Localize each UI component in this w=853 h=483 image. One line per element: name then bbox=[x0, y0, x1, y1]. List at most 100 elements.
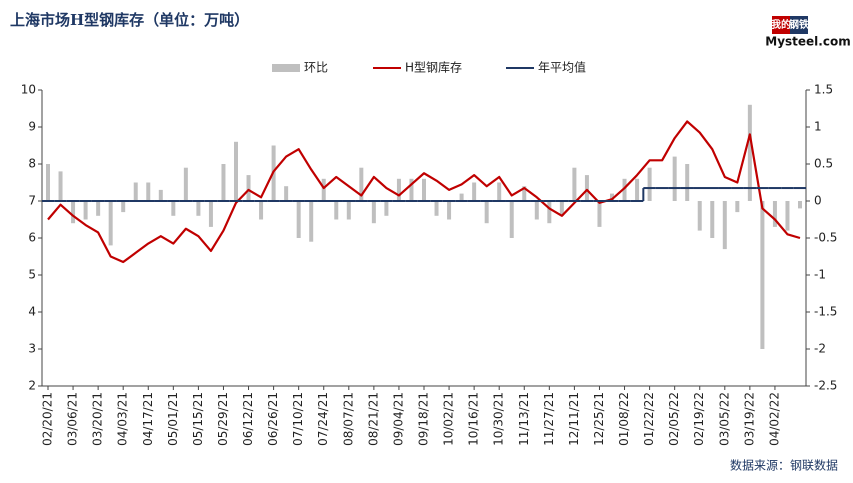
bar bbox=[447, 201, 452, 220]
y-tick-label: 7 bbox=[28, 194, 36, 208]
x-tick-label: 02/05/22 bbox=[667, 392, 681, 446]
y-tick-label: 2 bbox=[28, 379, 36, 393]
bar bbox=[522, 186, 527, 201]
logo-box bbox=[772, 16, 790, 34]
bar bbox=[384, 201, 389, 216]
x-tick-label: 08/07/21 bbox=[341, 392, 355, 446]
bar bbox=[559, 201, 564, 216]
x-tick-label: 04/02/22 bbox=[767, 392, 781, 446]
bar bbox=[497, 182, 502, 201]
bar bbox=[747, 104, 752, 201]
bar bbox=[798, 201, 802, 209]
source-note: 数据来源：钢联数据 bbox=[730, 458, 838, 473]
bar bbox=[422, 178, 426, 201]
y2-tick-label: -2 bbox=[814, 342, 826, 356]
x-tick-label: 10/30/21 bbox=[492, 392, 506, 446]
bar bbox=[484, 201, 489, 224]
bar bbox=[321, 178, 326, 201]
bar bbox=[409, 178, 414, 201]
bar bbox=[196, 201, 201, 216]
bar bbox=[610, 193, 614, 201]
chart-title: 上海市场H型钢库存（单位：万吨） bbox=[10, 11, 249, 29]
bar bbox=[697, 201, 702, 231]
y2-tick-label: -0.5 bbox=[814, 231, 837, 245]
legend-label: 环比 bbox=[304, 61, 328, 75]
bar bbox=[472, 182, 477, 201]
bar bbox=[108, 201, 113, 246]
x-tick-label: 09/04/21 bbox=[391, 392, 405, 446]
x-tick-label: 05/15/21 bbox=[191, 392, 205, 446]
bar bbox=[208, 201, 213, 227]
y-tick-label: 5 bbox=[28, 268, 36, 282]
bar bbox=[547, 201, 552, 224]
y2-tick-label: -2.5 bbox=[814, 379, 837, 393]
x-tick-label: 11/27/21 bbox=[542, 392, 556, 446]
x-tick-label: 08/21/21 bbox=[366, 392, 380, 446]
y2-tick-label: 0.5 bbox=[814, 157, 833, 171]
bar bbox=[46, 164, 50, 201]
y2-tick-label: -1.5 bbox=[814, 305, 837, 319]
x-tick-label: 10/02/21 bbox=[442, 392, 456, 446]
bar bbox=[597, 201, 602, 227]
legend-swatch bbox=[272, 64, 300, 72]
bar bbox=[785, 201, 790, 231]
x-tick-label: 12/11/21 bbox=[567, 392, 581, 446]
y2-tick-label: 1.5 bbox=[814, 83, 833, 97]
y2-tick-label: 1 bbox=[814, 120, 822, 134]
bar bbox=[371, 201, 376, 224]
y-tick-label: 8 bbox=[28, 157, 36, 171]
y2-tick-label: 0 bbox=[814, 194, 822, 208]
x-tick-label: 05/01/21 bbox=[166, 392, 180, 446]
bar bbox=[685, 164, 690, 201]
x-tick-label: 09/18/21 bbox=[417, 392, 431, 446]
y2-tick-label: -1 bbox=[814, 268, 826, 282]
x-tick-label: 01/22/22 bbox=[642, 392, 656, 446]
bar bbox=[509, 201, 514, 238]
bar bbox=[284, 186, 289, 201]
bar bbox=[234, 141, 238, 201]
bar bbox=[635, 178, 640, 201]
bar bbox=[647, 167, 652, 201]
x-tick-label: 03/20/21 bbox=[91, 392, 105, 446]
bar bbox=[246, 175, 251, 201]
bar bbox=[459, 193, 464, 201]
logo-text: 钢铁 bbox=[789, 18, 809, 31]
bar bbox=[359, 167, 364, 201]
logo-text: 我的 bbox=[771, 18, 791, 31]
x-tick-label: 06/12/21 bbox=[241, 392, 255, 446]
bar bbox=[171, 201, 176, 216]
bar bbox=[259, 201, 264, 220]
bar bbox=[572, 167, 577, 201]
x-tick-label: 06/26/21 bbox=[266, 392, 280, 446]
bar bbox=[584, 175, 589, 201]
x-tick-label: 11/13/21 bbox=[517, 392, 531, 446]
bar bbox=[672, 156, 677, 201]
x-tick-label: 07/10/21 bbox=[291, 392, 305, 446]
bar bbox=[760, 201, 765, 349]
x-tick-label: 01/08/22 bbox=[617, 392, 631, 446]
bar bbox=[96, 201, 101, 216]
x-tick-label: 07/24/21 bbox=[316, 392, 330, 446]
bar bbox=[158, 189, 163, 201]
bar bbox=[622, 178, 627, 201]
legend-label: 年平均值 bbox=[538, 60, 586, 75]
bar bbox=[183, 167, 188, 201]
bar bbox=[296, 201, 301, 238]
bar bbox=[58, 171, 63, 201]
y-tick-label: 10 bbox=[21, 83, 36, 97]
bar bbox=[735, 201, 740, 213]
logo-text: Mysteel.com bbox=[765, 35, 850, 49]
bar bbox=[710, 201, 715, 238]
bar bbox=[396, 178, 401, 201]
y-tick-label: 3 bbox=[28, 342, 36, 356]
bar bbox=[722, 201, 727, 250]
bar bbox=[534, 201, 539, 220]
y-tick-label: 6 bbox=[28, 231, 36, 245]
logo-box bbox=[790, 16, 808, 34]
x-tick-label: 04/03/21 bbox=[116, 392, 130, 446]
bar bbox=[346, 201, 351, 220]
y-tick-label: 4 bbox=[28, 305, 36, 319]
bar bbox=[146, 182, 151, 201]
bar bbox=[121, 201, 126, 213]
